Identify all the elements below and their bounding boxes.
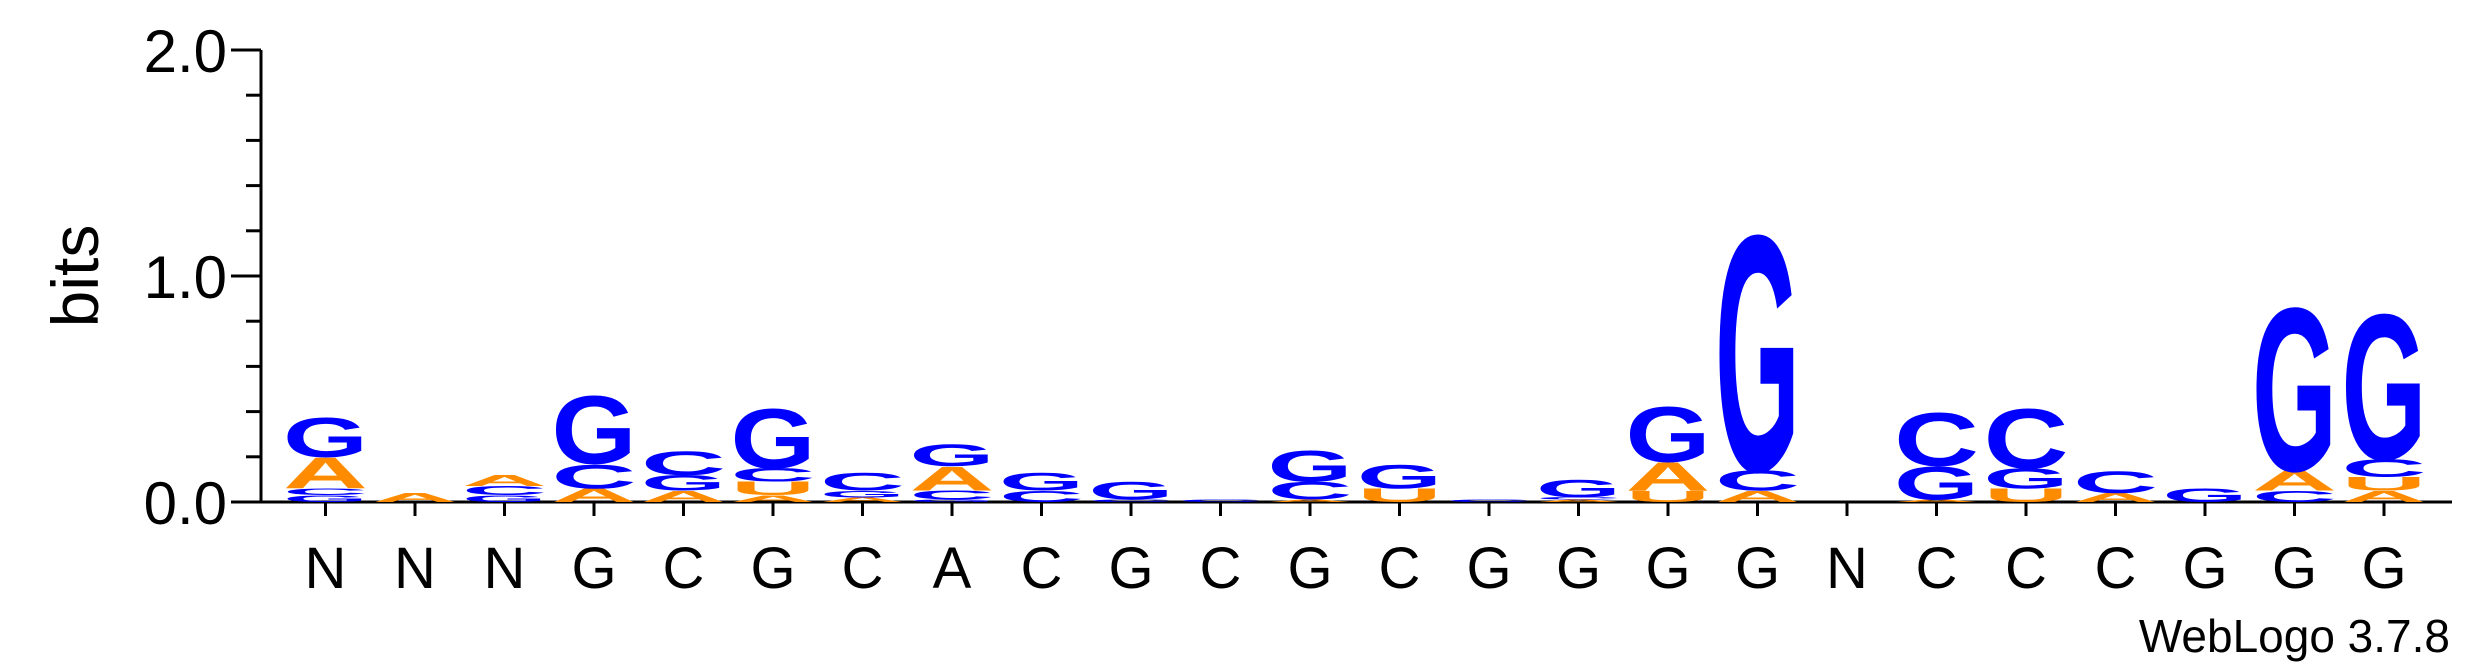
logo-letter-A: A (373, 491, 458, 505)
x-tick-label: A (933, 536, 972, 601)
logo-letter-A: A (731, 494, 816, 505)
logo-letter-G: G (999, 468, 1084, 496)
logo-letter-C: C (820, 468, 905, 496)
logo-letter-C: C (462, 484, 547, 498)
logo-letter-A: A (552, 485, 637, 506)
logo-letter-C: C (1894, 398, 1979, 483)
logo-letter-C: C (1089, 499, 1174, 503)
logo-letter-A: A (641, 488, 726, 506)
logo-letter-A: A (2342, 488, 2427, 506)
logo-letter-A: A (820, 496, 905, 503)
logo-letter-C: C (2252, 488, 2337, 506)
x-tick-label: C (663, 536, 705, 601)
x-tick-label: C (2005, 536, 2047, 601)
logo-letter-U: U (1626, 488, 1711, 506)
logo-letter-A: A (1715, 488, 1800, 506)
logo-letter-C: C (1178, 499, 1263, 503)
logo-letter-C: C (1984, 391, 2069, 486)
logo-letter-G: G (2163, 485, 2248, 506)
y-tick-label: 1.0 (144, 244, 227, 311)
logo-letter-G: G (731, 391, 816, 486)
x-tick-label: N (1826, 536, 1868, 601)
logo-letter-A: A (1536, 499, 1621, 503)
x-tick-label: G (2182, 536, 2227, 601)
y-ticks: 0.0 1.0 2.0 (144, 18, 261, 537)
x-tick-label: G (2361, 536, 2406, 601)
logo-letter-C: C (1536, 497, 1621, 501)
logo-letter-G: G (910, 499, 995, 503)
x-tick-label: G (1645, 536, 1690, 601)
logo-letter-C: C (283, 487, 368, 498)
logo-letter-G: G (1715, 165, 1800, 542)
x-tick-label: G (2272, 536, 2317, 601)
logo-letter-A: A (2073, 491, 2158, 505)
logo-letter-G: G (910, 437, 995, 472)
logo-letter-G: G (552, 375, 637, 485)
logo-letter-A: A (283, 449, 368, 498)
logo-letter-A: A (1626, 454, 1711, 500)
x-tick-label: G (571, 536, 616, 601)
logo-letter-U: U (1357, 485, 1442, 506)
x-tick-label: G (1466, 536, 1511, 601)
logo-letter-G: G (1268, 442, 1353, 491)
logo-letter-G: G (1894, 457, 1979, 510)
logo-letter-U: U (2342, 474, 2427, 495)
x-tick-label: G (1287, 536, 1332, 601)
x-tick-label: C (1021, 536, 1063, 601)
logo-letter-C: C (641, 443, 726, 482)
logo-letter-A: A (462, 472, 547, 490)
logo-letter-G: G (1089, 477, 1174, 505)
x-tick-label: N (484, 536, 526, 601)
logo-letter-A: A (2252, 465, 2337, 497)
x-tick-label: C (1379, 536, 1421, 601)
x-tick-label: C (1200, 536, 1242, 601)
x-tick-label: C (1916, 536, 1958, 601)
x-tick-label: G (1556, 536, 1601, 601)
x-tick-label: G (1108, 536, 1153, 601)
logo-letter-A: A (1268, 499, 1353, 503)
logo-letter-G: G (2252, 260, 2337, 521)
logo-letter-G: G (1357, 457, 1442, 496)
logo-letter-C: C (552, 457, 637, 496)
logo-letter-A: A (1894, 499, 1979, 503)
logo-letter-G: G (462, 494, 547, 505)
logo-letter-C: C (1447, 499, 1532, 503)
logo-letter-C: C (2073, 464, 2158, 499)
logo-letter-G: G (283, 406, 368, 470)
logo-letter-C: C (1268, 477, 1353, 505)
logo-letter-G: G (641, 471, 726, 496)
x-tick-label: N (305, 536, 347, 601)
logo-letter-G: G (1626, 390, 1711, 478)
logo-letter-G: G (1984, 463, 2069, 495)
y-tick-label: 2.0 (144, 18, 227, 85)
logo-letter-C: C (910, 488, 995, 502)
x-tick-label: G (750, 536, 795, 601)
logo-letter-U: U (1984, 485, 2069, 506)
logo-letter-C: C (2342, 455, 2427, 483)
x-tick-label: C (842, 536, 884, 601)
y-axis-label: bits (38, 225, 112, 328)
x-tick-label: C (2095, 536, 2137, 601)
logo-letter-C: C (731, 465, 816, 486)
logo-letter-U: U (731, 478, 816, 499)
x-tick-label: G (1735, 536, 1780, 601)
logo-letter-C: C (1715, 465, 1800, 497)
logo-letter-A: A (910, 459, 995, 498)
y-tick-label: 0.0 (144, 470, 227, 537)
logo-letter-G: G (820, 489, 905, 500)
logo-letter-G: G (283, 494, 368, 505)
logo-letter-G: G (1536, 475, 1621, 503)
footer-credit: WebLogo 3.7.8 (2139, 610, 2450, 662)
logo-letter-G: G (2342, 270, 2427, 503)
logo-letter-C: C (999, 488, 1084, 506)
x-tick-label: N (394, 536, 436, 601)
